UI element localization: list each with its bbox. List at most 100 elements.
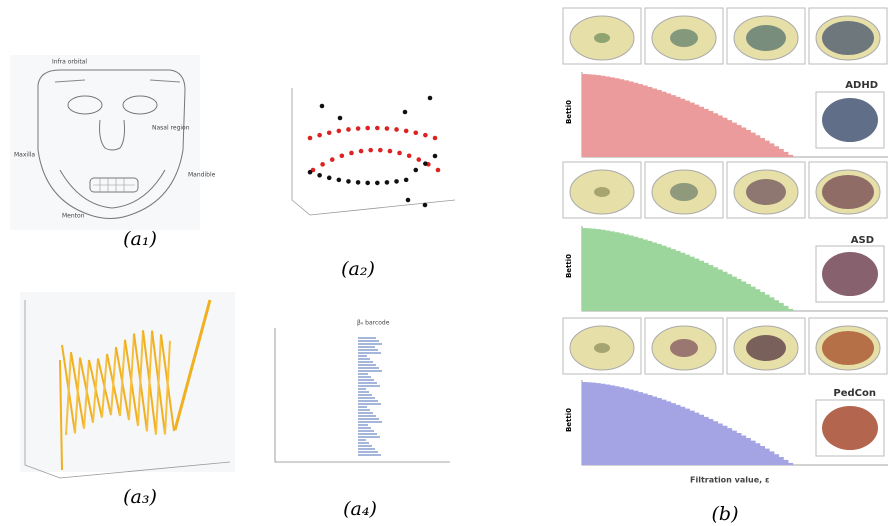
dot: [336, 177, 342, 183]
dot: [365, 125, 370, 131]
mesh-edge: [164, 340, 171, 435]
mesh-edge: [83, 359, 90, 429]
dot: [337, 115, 343, 121]
brain-network: [822, 175, 874, 209]
legend-label: β₀ barcode: [357, 320, 390, 327]
dot: [375, 125, 380, 131]
curve-area: [582, 382, 864, 465]
annotation: Infra orbital: [52, 59, 87, 66]
dot: [307, 135, 313, 141]
panel-label: (a₂): [341, 258, 375, 280]
brain-network: [822, 331, 874, 365]
annotation: Menton: [62, 213, 85, 220]
mesh-edge: [173, 299, 212, 431]
y-axis-label: Betti0: [565, 100, 573, 124]
dot: [375, 180, 380, 186]
scatter-3d: [291, 88, 456, 216]
betti-panel: Betti0 Betti0 Betti0: [562, 7, 888, 466]
group-label: ASD: [851, 235, 874, 246]
mesh-edge: [146, 330, 153, 432]
dot: [413, 130, 419, 136]
mesh-edge: [110, 347, 117, 416]
brain-network: [670, 29, 698, 47]
dot: [394, 179, 399, 184]
brain-network: [822, 21, 874, 55]
mesh-edge: [155, 334, 162, 435]
mesh-edge: [92, 358, 99, 423]
mesh-3d: [20, 292, 235, 479]
dot: [406, 153, 412, 159]
mesh-edge: [74, 357, 81, 434]
dot: [384, 180, 390, 185]
dot: [336, 128, 342, 134]
brain-network: [822, 406, 878, 450]
dot: [319, 103, 325, 109]
mesh-edge: [101, 353, 108, 418]
x-axis-label: Filtration value, ε: [690, 476, 769, 485]
mesh-edge: [59, 359, 63, 471]
panel-label: (a₄): [343, 498, 377, 520]
dot: [432, 135, 438, 141]
barcode-plot: [274, 328, 450, 463]
annotation: Maxilla: [14, 152, 35, 159]
dot: [394, 127, 399, 132]
dot: [326, 130, 332, 136]
brain-network: [670, 339, 698, 357]
dot: [368, 147, 373, 153]
mesh-edge: [119, 339, 126, 417]
dot: [432, 153, 438, 159]
group-label: ADHD: [845, 80, 878, 91]
y-axis-label: Betti0: [565, 254, 573, 278]
mesh-edge: [137, 330, 144, 426]
mesh-edge: [65, 352, 72, 436]
group-label: PedCon: [833, 388, 876, 399]
dot: [339, 153, 345, 159]
face-sketch: [10, 55, 200, 230]
curve-area: [582, 74, 864, 157]
brain-network: [746, 335, 786, 361]
dot: [403, 177, 409, 183]
annotation: Mandible: [188, 172, 216, 179]
mesh-edge: [128, 333, 135, 421]
dot: [423, 132, 428, 138]
dot: [423, 161, 428, 166]
brain-network: [746, 179, 786, 205]
dot: [307, 169, 313, 175]
dot: [413, 167, 419, 173]
curve-area: [582, 228, 864, 311]
brain-network: [594, 343, 610, 353]
brain-network: [594, 33, 610, 43]
panel-label: (a₃): [123, 486, 157, 508]
dot: [355, 126, 361, 131]
dot: [403, 128, 409, 134]
panel-label: (b): [712, 503, 739, 525]
dot: [405, 197, 411, 203]
panel-label: (a₁): [123, 228, 157, 250]
brain-network: [594, 187, 610, 197]
dot: [427, 95, 433, 101]
dot: [387, 148, 393, 154]
dot: [317, 172, 322, 178]
brain-network: [746, 25, 786, 51]
dot: [317, 132, 322, 138]
dot: [329, 157, 335, 162]
dot: [358, 148, 364, 154]
annotation: Nasal region: [152, 125, 190, 132]
dot: [349, 150, 354, 156]
dot: [435, 167, 441, 173]
dot: [402, 109, 408, 115]
dot: [320, 162, 325, 167]
dot: [422, 202, 428, 208]
dot: [326, 175, 332, 181]
dot: [397, 150, 402, 156]
y-axis-label: Betti0: [565, 408, 573, 432]
dot: [346, 127, 351, 132]
dot: [346, 179, 351, 184]
brain-network: [822, 98, 878, 142]
dot: [365, 180, 370, 186]
brain-network: [822, 252, 878, 296]
dot: [378, 147, 383, 153]
dot: [355, 180, 361, 185]
dot: [384, 126, 390, 131]
